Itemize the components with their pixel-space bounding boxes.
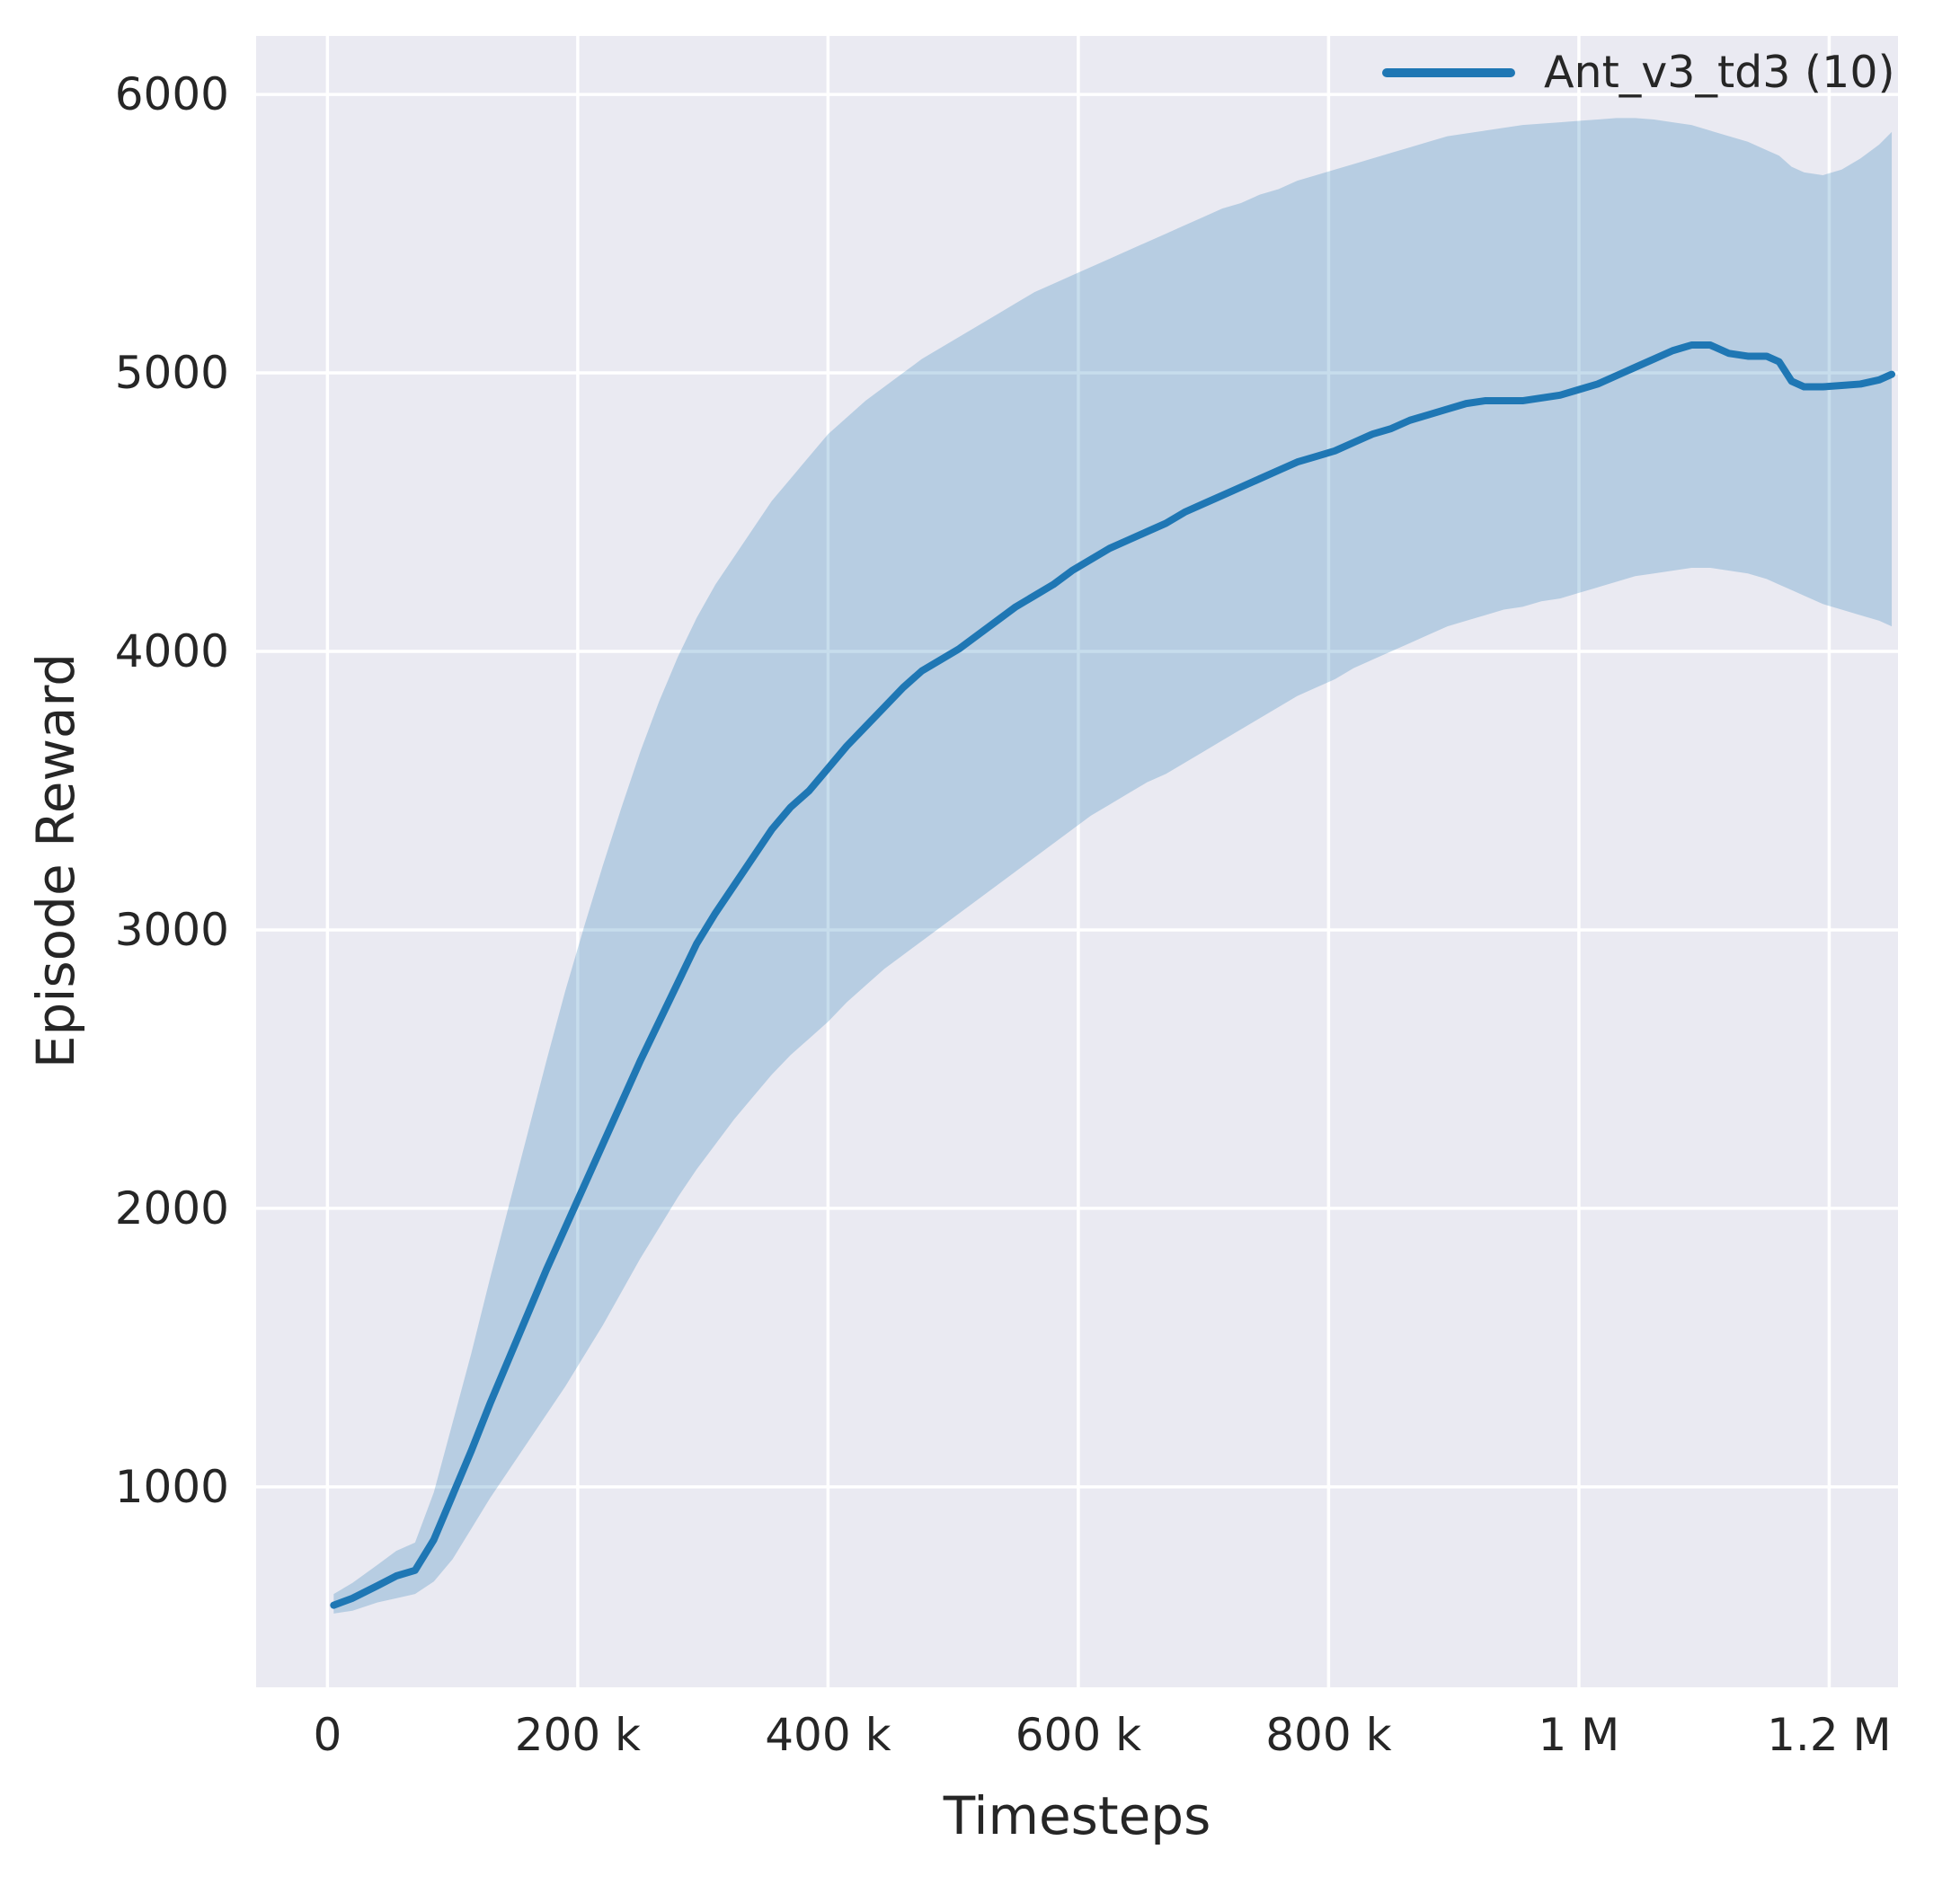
x-tick-label: 1.2 M — [1767, 1709, 1892, 1761]
x-tick-label: 200 k — [515, 1709, 641, 1761]
y-axis-label: Episode Reward — [25, 652, 86, 1069]
x-tick-label: 0 — [313, 1709, 341, 1761]
x-tick-label: 600 k — [1015, 1709, 1141, 1761]
confidence-band — [333, 118, 1893, 1614]
y-tick-label: 5000 — [115, 347, 229, 399]
y-tick-label: 4000 — [115, 625, 229, 677]
x-tick-label: 400 k — [765, 1709, 891, 1761]
x-axis-label: Timesteps — [943, 1785, 1211, 1846]
y-tick-label: 2000 — [115, 1182, 229, 1235]
y-tick-label: 6000 — [115, 68, 229, 120]
x-tick-label: 800 k — [1265, 1709, 1391, 1761]
x-tick-label: 1 M — [1538, 1709, 1619, 1761]
y-tick-label: 3000 — [115, 904, 229, 956]
mean-line — [330, 341, 1896, 1609]
legend-line-swatch — [1382, 68, 1515, 78]
legend: Ant_v3_td3 (10) — [1382, 47, 1895, 100]
y-tick-label: 1000 — [115, 1461, 229, 1513]
legend-label: Ant_v3_td3 (10) — [1544, 47, 1895, 98]
